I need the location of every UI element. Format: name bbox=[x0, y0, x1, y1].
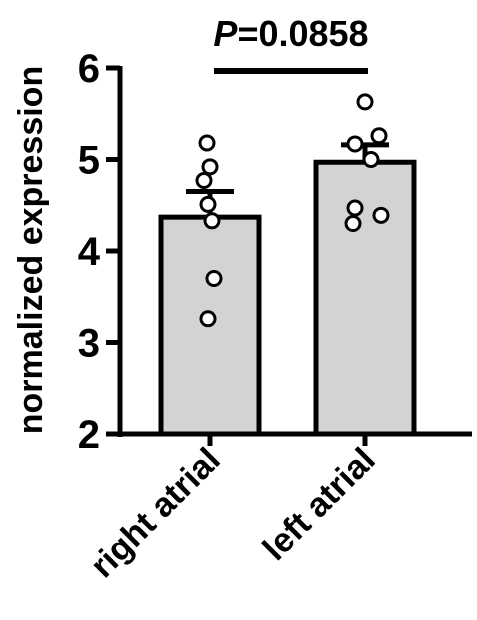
p-value-number: =0.0858 bbox=[237, 13, 368, 54]
y-axis-ticks: 2 3 4 5 6 bbox=[78, 47, 120, 457]
y-tick-label: 6 bbox=[78, 47, 100, 91]
data-point bbox=[346, 199, 364, 217]
data-point bbox=[356, 93, 374, 111]
y-axis-label: normalized expression bbox=[12, 66, 50, 434]
data-point bbox=[199, 310, 217, 328]
y-tick-label: 5 bbox=[78, 139, 100, 183]
data-point bbox=[372, 206, 390, 224]
p-value-label: P=0.0858 bbox=[213, 13, 368, 54]
data-point bbox=[199, 195, 217, 213]
y-tick-label: 4 bbox=[78, 230, 101, 274]
y-tick-label: 3 bbox=[78, 322, 100, 366]
data-point bbox=[362, 151, 380, 168]
data-point bbox=[205, 269, 223, 287]
p-value-prefix: P bbox=[213, 13, 238, 54]
x-axis-tick-labels: right atrial left atrial bbox=[83, 434, 383, 585]
data-points bbox=[195, 93, 390, 328]
data-point bbox=[344, 215, 362, 233]
x-tick-label: right atrial bbox=[83, 441, 227, 585]
data-point bbox=[346, 135, 364, 153]
bar bbox=[313, 159, 417, 437]
bars bbox=[158, 142, 417, 437]
data-point bbox=[203, 212, 221, 230]
data-point bbox=[195, 172, 213, 190]
data-point bbox=[370, 127, 388, 145]
data-point bbox=[198, 134, 216, 152]
data-point bbox=[201, 158, 219, 176]
x-tick-label: left atrial bbox=[256, 441, 383, 568]
y-tick-label: 2 bbox=[78, 413, 100, 457]
